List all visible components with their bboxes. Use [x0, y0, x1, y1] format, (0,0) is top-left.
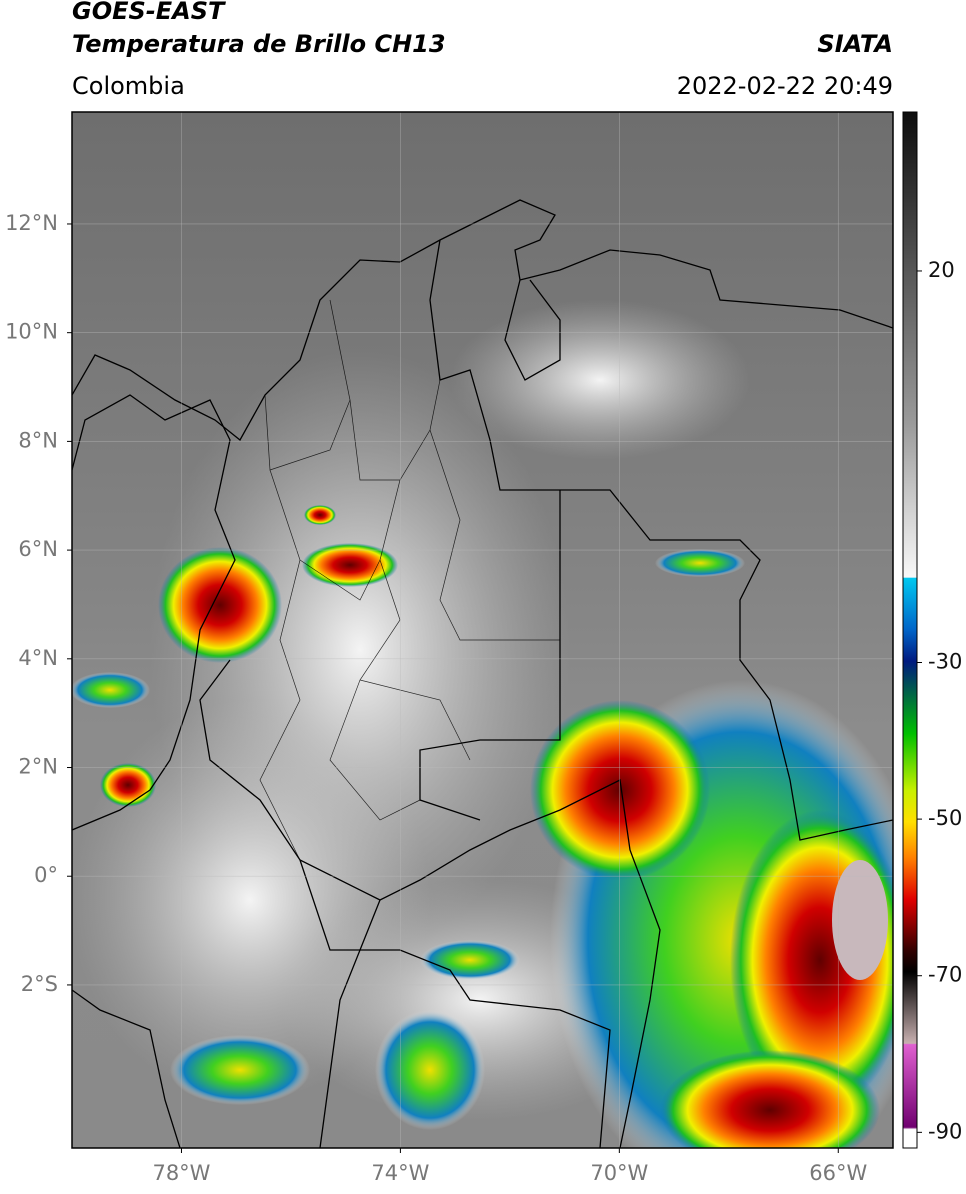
convective-cell: [72, 672, 150, 708]
colorbar-tick-label: -30: [928, 649, 962, 673]
colorbar-tick-label: -50: [928, 806, 962, 830]
coastline: [72, 199, 893, 441]
lat-tick-label: 8°N: [18, 428, 58, 452]
convective-cell: [100, 763, 156, 807]
cloud-cover: [450, 300, 750, 460]
convective-cell: [170, 1035, 310, 1105]
lat-tick-label: 6°N: [18, 537, 58, 561]
source: SIATA: [817, 30, 893, 58]
cold-top: [832, 860, 888, 980]
lat-tick-label: 2°N: [18, 755, 58, 779]
lat-tick-label: 10°N: [5, 320, 58, 344]
department-border: [259, 469, 301, 861]
lat-tick-label: 12°N: [5, 211, 58, 235]
convective-cell: [655, 549, 745, 577]
convective-cell: [375, 1010, 485, 1130]
convective-cell: [304, 505, 336, 525]
colorbar-tick-label: -70: [928, 963, 962, 987]
satellite-image: [72, 112, 893, 1148]
convective-cell: [302, 543, 398, 587]
colorbar-tick-label: -90: [928, 1119, 962, 1143]
departments: [259, 299, 560, 861]
border: [319, 899, 381, 1148]
lat-tick-label: 4°N: [18, 646, 58, 670]
timestamp: 2022-02-22 20:49: [677, 72, 893, 100]
colorbar-tick-label: 20: [928, 258, 955, 282]
convective-cell: [420, 940, 520, 980]
department-border: [429, 429, 560, 641]
border: [199, 659, 661, 1148]
subtitle: Temperatura de Brillo CH13: [72, 30, 446, 58]
convective-cell: [158, 547, 282, 663]
lon-tick-label: 66°W: [809, 1161, 867, 1185]
graticule: [72, 112, 893, 1148]
convective-cell: [530, 700, 710, 880]
convective-cell: [660, 1050, 880, 1148]
lat-tick-label: 2°S: [21, 972, 58, 996]
department-border: [264, 299, 351, 471]
coastline: [504, 279, 561, 381]
coastline: [72, 394, 236, 831]
border: [429, 239, 893, 841]
region: Colombia: [72, 72, 185, 100]
map-frame: [71, 111, 894, 1149]
title: GOES-EAST: [72, 0, 226, 25]
lon-tick-label: 78°W: [152, 1161, 210, 1185]
colorbar: [902, 111, 918, 1149]
lon-tick-label: 74°W: [371, 1161, 429, 1185]
coastline: [72, 989, 181, 1148]
lat-tick-label: 0°: [34, 863, 58, 887]
department-border: [359, 679, 471, 761]
department-border: [299, 559, 381, 601]
lon-tick-label: 70°W: [590, 1161, 648, 1185]
